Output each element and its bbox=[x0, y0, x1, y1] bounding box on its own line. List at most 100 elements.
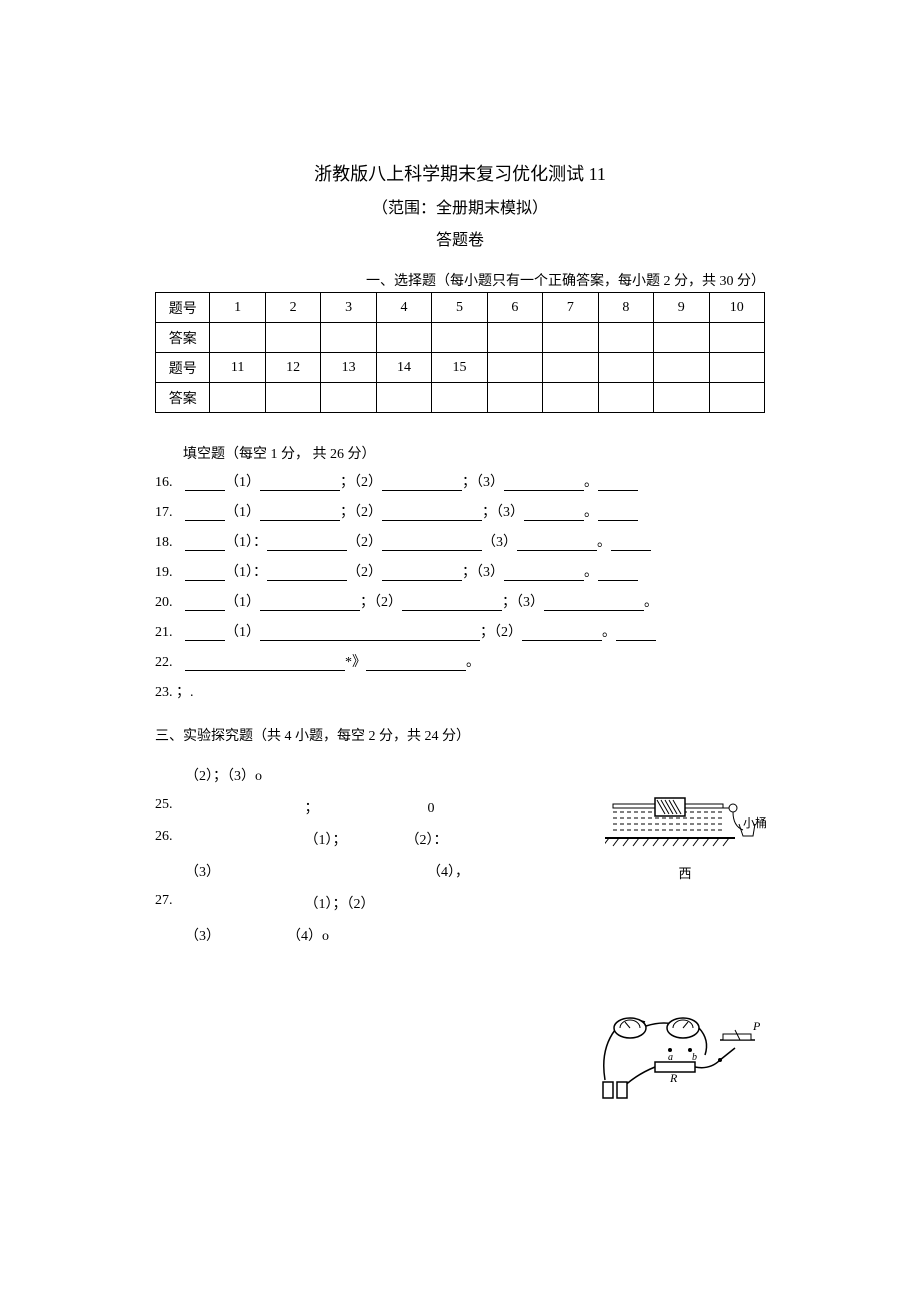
q21-line: 21. （1） ；（2） 。 bbox=[155, 621, 765, 641]
q16-line: 16. （1） ；（2） ；（3） 。 bbox=[155, 471, 765, 491]
end-punct: 。 bbox=[466, 651, 480, 671]
cell-num: 11 bbox=[210, 353, 265, 383]
blank bbox=[260, 625, 480, 641]
cell-num: 5 bbox=[432, 293, 487, 323]
blank bbox=[544, 595, 644, 611]
blank bbox=[517, 535, 597, 551]
cell-num: 15 bbox=[432, 353, 487, 383]
part-label: （4）， bbox=[427, 865, 469, 880]
end-punct: 。 bbox=[584, 471, 598, 491]
end-punct: 。 bbox=[584, 561, 598, 581]
part-label: （1）： bbox=[225, 531, 267, 551]
blank bbox=[366, 655, 466, 671]
cell-ans bbox=[432, 323, 487, 353]
part-label: ；（2） bbox=[340, 471, 382, 491]
cell-num: 14 bbox=[376, 353, 431, 383]
cell-ans bbox=[487, 383, 542, 413]
blank bbox=[260, 475, 340, 491]
blank bbox=[185, 535, 225, 551]
fig1-caption: 西 bbox=[605, 863, 765, 882]
cell-ans bbox=[487, 323, 542, 353]
cell-ans bbox=[210, 323, 265, 353]
figure-bucket: 小桶 西 bbox=[605, 796, 765, 882]
section1-header: 一、选择题（每小题只有一个正确答案，每小题 2 分，共 30 分） bbox=[155, 270, 765, 290]
blank bbox=[504, 565, 584, 581]
cell-num: 3 bbox=[321, 293, 376, 323]
part-label: （2）： bbox=[406, 833, 448, 848]
part-label: （1） bbox=[225, 591, 260, 611]
part-label: 0 bbox=[428, 801, 435, 816]
q27-subline: （3） （4）o bbox=[185, 925, 765, 945]
q24-subline: （2）；（3）o bbox=[185, 765, 765, 785]
blank bbox=[185, 625, 225, 641]
part-label: （2） bbox=[347, 561, 382, 581]
blank bbox=[185, 655, 345, 671]
blank bbox=[382, 565, 462, 581]
cell-num: 9 bbox=[654, 293, 709, 323]
title-sub: （范围：全册期末模拟） bbox=[155, 194, 765, 218]
part-label: ；（3） bbox=[502, 591, 544, 611]
blank bbox=[267, 565, 347, 581]
end-punct: 。 bbox=[602, 621, 616, 641]
blank bbox=[522, 625, 602, 641]
cell-ans bbox=[376, 383, 431, 413]
part-label: （1）： bbox=[225, 561, 267, 581]
part-label: （2） bbox=[347, 531, 382, 551]
blank bbox=[185, 565, 225, 581]
blank bbox=[402, 595, 502, 611]
part-label: （1） bbox=[225, 471, 260, 491]
q-number: 25. bbox=[155, 797, 185, 813]
cell-num bbox=[709, 353, 764, 383]
cell-num bbox=[543, 353, 598, 383]
cell-num bbox=[654, 353, 709, 383]
cell-num: 1 bbox=[210, 293, 265, 323]
cell-ans bbox=[654, 323, 709, 353]
q-number: 19. bbox=[155, 565, 185, 581]
part-label: ； bbox=[305, 801, 319, 816]
blank bbox=[382, 535, 482, 551]
bucket-diagram-icon bbox=[605, 796, 765, 856]
part-label: ；（2） bbox=[360, 591, 402, 611]
q-number: 17. bbox=[155, 505, 185, 521]
section2-header: 填空题（每空 1 分， 共 26 分） bbox=[183, 443, 765, 463]
cell-ans bbox=[598, 323, 653, 353]
title-answersheet: 答题卷 bbox=[155, 226, 765, 250]
cell-ans bbox=[321, 323, 376, 353]
cell-num: 7 bbox=[543, 293, 598, 323]
part-label: （1）； bbox=[305, 833, 347, 848]
blank bbox=[611, 535, 651, 551]
part-label: ；（2） bbox=[480, 621, 522, 641]
cell-ans bbox=[543, 383, 598, 413]
q17-line: 17. （1） ；（2） ；（3） 。 bbox=[155, 501, 765, 521]
q22-line: 22. *》 。 bbox=[155, 651, 765, 671]
row-label-ans: 答案 bbox=[156, 383, 210, 413]
table-row: 答案 bbox=[156, 323, 765, 353]
cell-num: 8 bbox=[598, 293, 653, 323]
part-label: （3） bbox=[482, 531, 517, 551]
part-label: （1） bbox=[225, 621, 260, 641]
q18-line: 18. （1）： （2） （3） 。 bbox=[155, 531, 765, 551]
cell-num: 4 bbox=[376, 293, 431, 323]
end-punct: 。 bbox=[644, 591, 658, 611]
q-number: 27. bbox=[155, 893, 185, 909]
cell-ans bbox=[210, 383, 265, 413]
blank bbox=[267, 535, 347, 551]
q-number: 21. bbox=[155, 625, 185, 641]
circuit-diagram-icon: a b R P bbox=[595, 1010, 765, 1100]
q23-line: 23. ；. bbox=[155, 681, 765, 701]
fig1-label: 小桶 bbox=[743, 814, 767, 831]
cell-num: 10 bbox=[709, 293, 764, 323]
part-label: （1） bbox=[225, 501, 260, 521]
blank bbox=[382, 505, 482, 521]
part-label: ；（2） bbox=[340, 501, 382, 521]
q-number: 20. bbox=[155, 595, 185, 611]
part-label: ；（3） bbox=[482, 501, 524, 521]
mid-text: *》 bbox=[345, 651, 366, 671]
blank bbox=[504, 475, 584, 491]
q-number: 22. bbox=[155, 655, 185, 671]
blank bbox=[616, 625, 656, 641]
part-label: ；（3） bbox=[462, 471, 504, 491]
blank bbox=[382, 475, 462, 491]
blank bbox=[185, 595, 225, 611]
cell-num: 2 bbox=[265, 293, 320, 323]
